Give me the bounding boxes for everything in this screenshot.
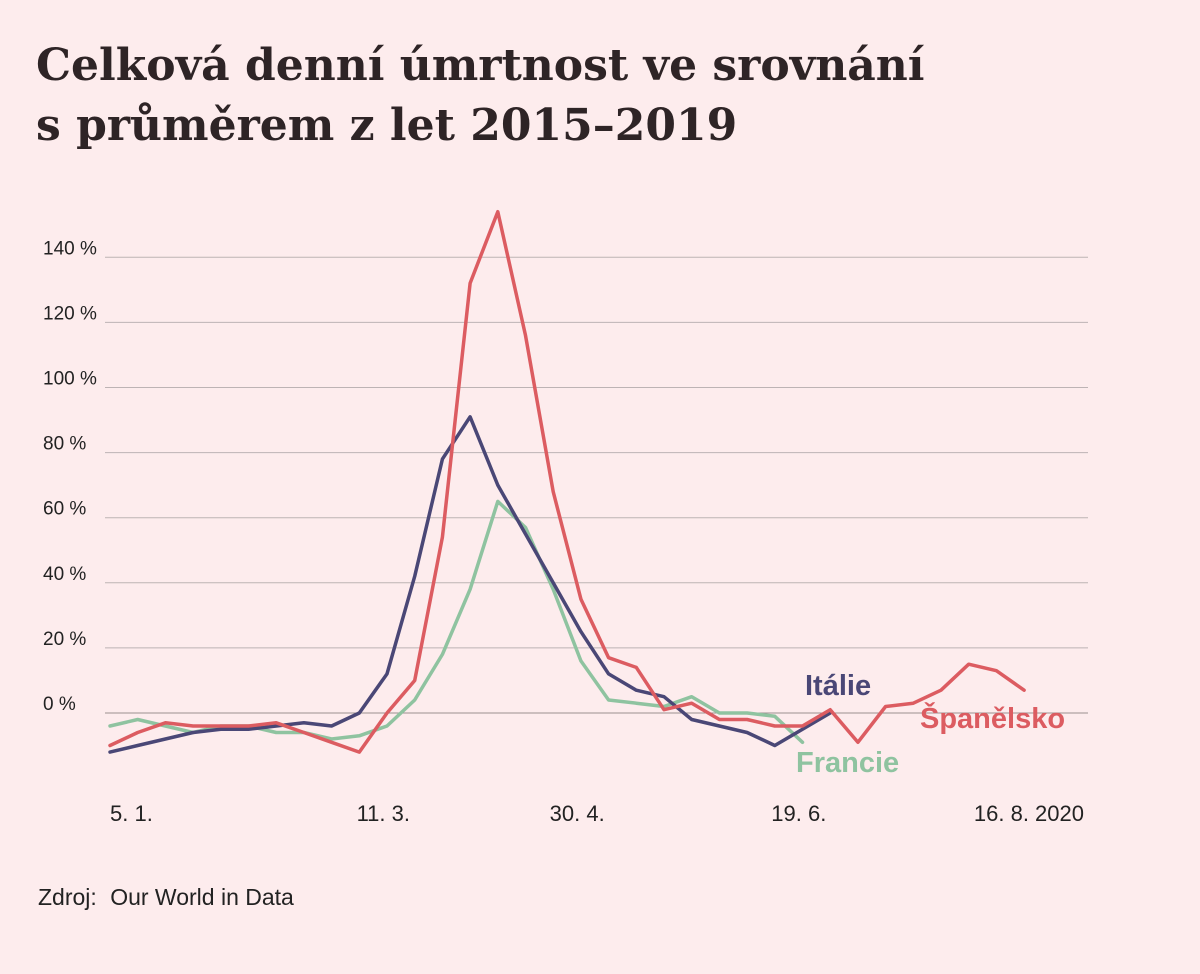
source-label: Zdroj: — [38, 884, 97, 910]
y-tick-label: 140 % — [43, 238, 97, 259]
x-tick-label: 11. 3. — [357, 801, 410, 826]
series-label-španělsko: Španělsko — [920, 701, 1065, 735]
y-tick-label: 20 % — [43, 629, 86, 650]
series-label-itálie: Itálie — [805, 670, 871, 702]
source-note: Zdroj: Our World in Data — [38, 884, 294, 911]
source-text: Our World in Data — [110, 884, 294, 910]
x-tick-label: 30. 4. — [550, 801, 605, 826]
series-line-španělsko — [108, 209, 1026, 754]
x-tick-label: 16. 8. 2020 — [974, 801, 1084, 826]
chart-title: Celková denní úmrtnost ve srovnání s prů… — [36, 36, 1136, 156]
y-tick-label: 60 % — [43, 499, 86, 520]
x-tick-label: 5. 1. — [110, 801, 153, 826]
series-line-itálie — [108, 415, 832, 754]
y-tick-label: 120 % — [43, 303, 97, 324]
chart-title-line-2: s průměrem z let 2015–2019 — [36, 100, 738, 151]
chart-title-line-1: Celková denní úmrtnost ve srovnání — [36, 40, 925, 91]
series-label-francie: Francie — [796, 747, 899, 779]
y-tick-label: 40 % — [43, 564, 86, 585]
y-tick-label: 0 % — [43, 694, 76, 715]
y-tick-label: 80 % — [43, 434, 86, 455]
x-tick-label: 19. 6. — [771, 801, 826, 826]
y-tick-label: 100 % — [43, 369, 97, 390]
